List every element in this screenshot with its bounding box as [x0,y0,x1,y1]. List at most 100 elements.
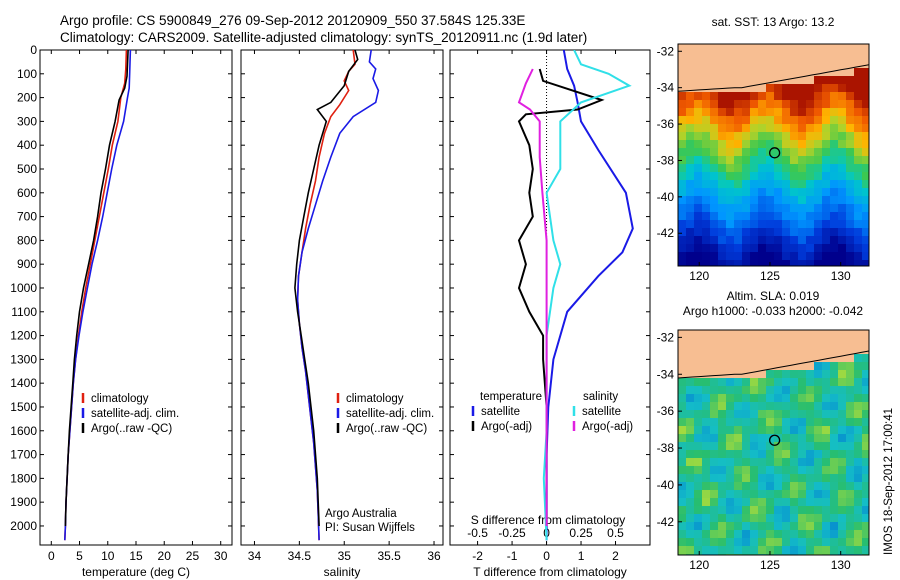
map-cell [678,236,687,245]
map-cell [766,386,775,395]
map-cell [782,330,791,339]
map-cell [838,514,847,523]
x-tick-label: 20 [158,549,172,563]
map-cell [766,132,775,141]
map-cell [686,482,695,491]
map-cell [774,212,783,221]
map-cell [734,410,743,419]
map-cell [790,140,799,149]
map-cell [686,76,695,85]
map-cell [750,220,759,229]
map-cell [838,506,847,515]
map-cell [742,148,751,157]
map-cell [854,394,863,403]
map-cell [734,458,743,467]
map-cell [686,68,695,77]
map-cell [806,108,815,117]
map-cell [806,482,815,491]
map-cell [822,354,831,363]
map-cell [846,44,855,53]
map-cell [798,132,807,141]
legend-label: satellite [582,406,621,418]
map-cell [774,100,783,109]
map-cell [774,132,783,141]
map-cell [854,84,863,93]
map-cell [814,442,823,451]
map-cell [830,522,839,531]
map-cell [734,180,743,189]
map-cell [758,148,767,157]
map-cell [822,132,831,141]
map-cell [790,354,799,363]
map-cell [846,362,855,371]
map-cell [774,346,783,355]
map-cell [686,52,695,61]
map-cell [822,252,831,261]
map-cell [702,498,711,507]
map-cell [734,220,743,229]
map-cell [774,482,783,491]
map-cell [774,84,783,93]
map-cell [734,426,743,435]
map-cell [742,498,751,507]
map-cell [750,172,759,181]
map-cell [822,156,831,165]
map-cell [734,116,743,125]
map-cell [678,538,687,547]
map-cell [702,482,711,491]
map-cell [718,442,727,451]
map-cell [846,100,855,109]
map-cell [854,260,863,266]
map-cell [758,418,767,427]
x-tick-label: 130 [831,558,851,572]
map-cell [790,68,799,77]
map-cell [750,418,759,427]
map-cell [854,156,863,165]
map-cell [726,346,735,355]
map-cell [726,338,735,347]
map-cell [686,108,695,117]
map-cell [854,100,863,109]
map-cell [862,52,869,61]
map-cell [758,140,767,149]
map-cell [694,220,703,229]
map-cell [790,442,799,451]
map-cell [814,220,823,229]
map-cell [742,426,751,435]
map-cell [734,538,743,547]
map-cell [798,244,807,253]
map-cell [710,100,719,109]
map-cell [782,530,791,539]
map-cell [694,44,703,53]
map-cell [822,546,831,555]
map-cell [798,538,807,547]
map-cell [830,434,839,443]
map-cell [830,346,839,355]
map-cell [686,426,695,435]
map-cell [814,84,823,93]
y-tick-label: -38 [657,153,675,167]
map-cell [766,362,775,371]
map-cell [830,84,839,93]
map-cell [710,354,719,363]
map-cell [702,418,711,427]
map-cell [686,44,695,53]
map-cell [686,164,695,173]
map-cell [758,108,767,117]
map-cell [758,44,767,53]
map-cell [750,204,759,213]
map-cell [702,426,711,435]
map-cell [686,370,695,379]
map-cell [742,418,751,427]
map-cell [806,196,815,205]
map-cell [750,410,759,419]
map-cell [798,522,807,531]
map-cell [718,204,727,213]
map-cell [718,482,727,491]
map-cell [782,220,791,229]
map-cell [846,196,855,205]
map-cell [846,506,855,515]
map-cell [806,124,815,133]
map-cell [734,92,743,101]
map-cell [694,196,703,205]
